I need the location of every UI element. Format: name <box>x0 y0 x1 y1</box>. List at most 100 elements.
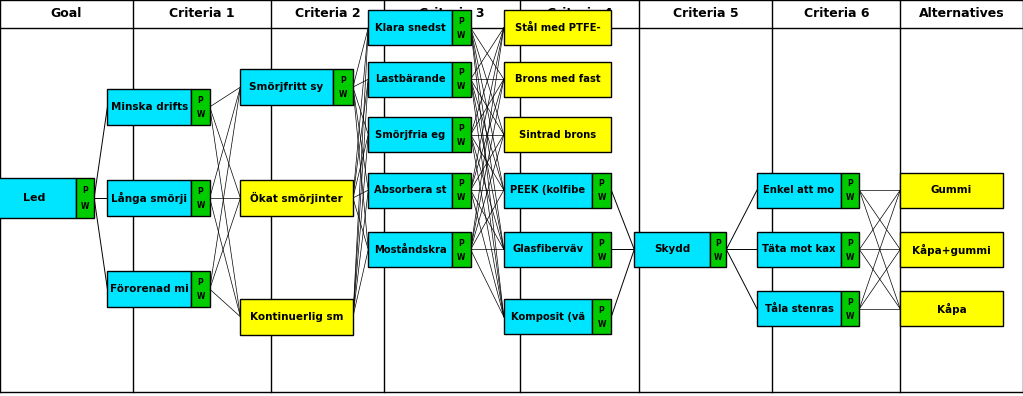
FancyBboxPatch shape <box>504 117 612 152</box>
Text: Criteria 5: Criteria 5 <box>673 8 739 20</box>
FancyBboxPatch shape <box>107 271 191 307</box>
Text: W: W <box>457 253 465 262</box>
Text: Moståndskra: Moståndskra <box>373 244 447 255</box>
Text: W: W <box>846 193 854 202</box>
FancyBboxPatch shape <box>504 10 612 45</box>
Text: W: W <box>457 193 465 202</box>
Text: W: W <box>597 320 606 329</box>
FancyBboxPatch shape <box>504 299 592 334</box>
Text: Criteria 4: Criteria 4 <box>546 8 613 20</box>
Text: Komposit (vä: Komposit (vä <box>510 312 585 322</box>
Text: Långa smörji: Långa smörji <box>112 192 187 204</box>
Text: P: P <box>197 278 204 287</box>
FancyBboxPatch shape <box>240 180 353 216</box>
Text: W: W <box>457 82 465 91</box>
FancyBboxPatch shape <box>757 291 841 326</box>
FancyBboxPatch shape <box>452 117 471 152</box>
Text: P: P <box>458 239 464 248</box>
Text: W: W <box>196 201 205 210</box>
FancyBboxPatch shape <box>757 232 841 267</box>
Text: W: W <box>846 253 854 262</box>
Text: Absorbera st: Absorbera st <box>374 185 446 195</box>
Text: W: W <box>714 253 722 262</box>
FancyBboxPatch shape <box>0 178 76 218</box>
Text: P: P <box>458 69 464 78</box>
FancyBboxPatch shape <box>452 62 471 97</box>
FancyBboxPatch shape <box>900 291 1003 326</box>
Text: Brons med fast: Brons med fast <box>515 74 601 84</box>
Text: P: P <box>847 179 853 188</box>
FancyBboxPatch shape <box>191 89 210 125</box>
FancyBboxPatch shape <box>452 173 471 208</box>
Text: W: W <box>457 138 465 147</box>
Text: P: P <box>458 124 464 133</box>
Text: P: P <box>598 179 605 188</box>
FancyBboxPatch shape <box>368 10 452 45</box>
Text: P: P <box>598 306 605 315</box>
FancyBboxPatch shape <box>368 117 452 152</box>
Text: Kontinuerlig sm: Kontinuerlig sm <box>250 312 344 322</box>
Text: P: P <box>458 179 464 188</box>
Text: Gummi: Gummi <box>931 185 972 195</box>
FancyBboxPatch shape <box>757 173 841 208</box>
Text: Enkel att mo: Enkel att mo <box>763 185 835 195</box>
Text: Skydd: Skydd <box>654 244 691 255</box>
Text: Lastbärande: Lastbärande <box>374 74 446 84</box>
FancyBboxPatch shape <box>76 178 94 218</box>
Text: P: P <box>82 187 88 195</box>
Text: Smörjfritt sy: Smörjfritt sy <box>250 82 323 92</box>
Text: Alternatives: Alternatives <box>919 8 1005 20</box>
FancyBboxPatch shape <box>452 10 471 45</box>
Text: PEEK (kolfibe: PEEK (kolfibe <box>510 185 585 195</box>
FancyBboxPatch shape <box>592 299 612 334</box>
Text: Stål med PTFE-: Stål med PTFE- <box>515 23 601 33</box>
Text: Criteria 6: Criteria 6 <box>803 8 870 20</box>
Text: Goal: Goal <box>51 8 82 20</box>
FancyBboxPatch shape <box>900 232 1003 267</box>
Text: P: P <box>197 96 204 105</box>
FancyBboxPatch shape <box>504 173 592 208</box>
Text: Minska drifts: Minska drifts <box>110 102 188 112</box>
Text: Klara snedst: Klara snedst <box>374 23 446 33</box>
FancyBboxPatch shape <box>368 173 452 208</box>
FancyBboxPatch shape <box>592 173 612 208</box>
FancyBboxPatch shape <box>368 232 452 267</box>
FancyBboxPatch shape <box>504 62 612 97</box>
Text: Criteria 2: Criteria 2 <box>295 8 360 20</box>
Text: Glasfiberväv: Glasfiberväv <box>513 244 583 255</box>
Text: Criteria 1: Criteria 1 <box>169 8 235 20</box>
Text: Led: Led <box>23 193 45 203</box>
FancyBboxPatch shape <box>332 69 353 105</box>
Text: Ökat smörjinter: Ökat smörjinter <box>251 192 343 204</box>
FancyBboxPatch shape <box>191 271 210 307</box>
Text: Kåpa: Kåpa <box>936 303 967 315</box>
Text: P: P <box>598 239 605 248</box>
FancyBboxPatch shape <box>841 291 859 326</box>
Text: Kåpa+gummi: Kåpa+gummi <box>913 244 990 255</box>
Text: P: P <box>847 239 853 248</box>
FancyBboxPatch shape <box>710 232 726 267</box>
FancyBboxPatch shape <box>900 173 1003 208</box>
Text: Smörjfria eg: Smörjfria eg <box>375 129 445 140</box>
Text: W: W <box>196 110 205 119</box>
Text: P: P <box>847 298 853 307</box>
Text: Criteria 3: Criteria 3 <box>418 8 485 20</box>
FancyBboxPatch shape <box>504 232 592 267</box>
FancyBboxPatch shape <box>841 232 859 267</box>
Text: P: P <box>340 76 346 85</box>
FancyBboxPatch shape <box>107 89 191 125</box>
Text: Täta mot kax: Täta mot kax <box>762 244 836 255</box>
Text: W: W <box>81 202 89 211</box>
Text: W: W <box>597 253 606 262</box>
FancyBboxPatch shape <box>191 180 210 216</box>
Text: P: P <box>197 187 204 196</box>
FancyBboxPatch shape <box>634 232 710 267</box>
Text: Tåla stenras: Tåla stenras <box>764 304 834 314</box>
Text: W: W <box>457 31 465 40</box>
FancyBboxPatch shape <box>368 62 452 97</box>
FancyBboxPatch shape <box>107 180 191 216</box>
Text: P: P <box>458 17 464 26</box>
Text: Sintrad brons: Sintrad brons <box>519 129 596 140</box>
FancyBboxPatch shape <box>592 232 612 267</box>
Text: W: W <box>597 193 606 202</box>
